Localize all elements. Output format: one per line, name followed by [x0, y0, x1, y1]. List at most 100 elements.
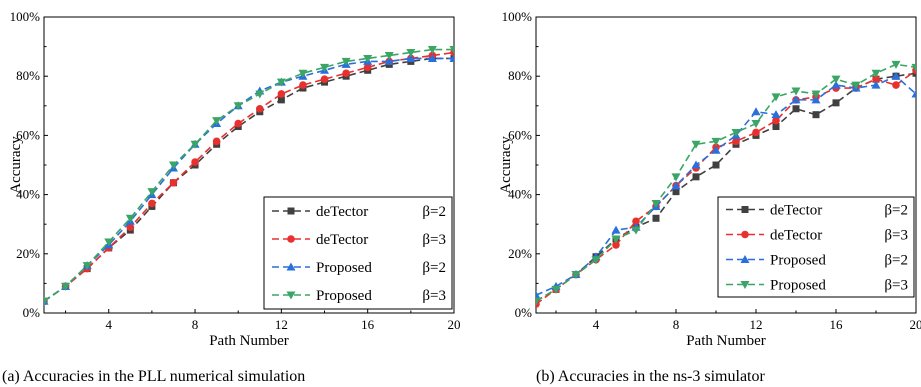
x-axis-title: Path Number	[686, 333, 766, 349]
data-point	[82, 262, 92, 271]
x-tick-label: 20	[448, 317, 461, 332]
legend-label: deTector	[316, 204, 368, 220]
legend-entry: deTector β=2	[272, 204, 446, 220]
data-point	[406, 53, 416, 62]
data-point	[811, 90, 821, 99]
data-point	[891, 60, 901, 69]
data-point	[672, 188, 680, 196]
data-point	[191, 158, 199, 166]
y-tick-label: 40%	[508, 187, 532, 202]
y-tick-label: 0%	[23, 305, 41, 320]
data-point	[792, 105, 800, 113]
data-point	[892, 81, 900, 89]
legend-beta: β=3	[884, 228, 908, 244]
data-point	[631, 226, 641, 235]
data-point	[536, 297, 541, 306]
data-point	[751, 120, 761, 129]
data-point	[872, 75, 880, 83]
y-tick-label: 40%	[16, 187, 40, 202]
x-tick-label: 20	[910, 317, 921, 332]
legend-label: Proposed	[770, 253, 826, 269]
data-point	[691, 160, 701, 169]
data-point	[711, 145, 721, 154]
legend-label: Proposed	[770, 278, 826, 294]
data-point	[363, 63, 372, 72]
data-point	[551, 285, 561, 294]
legend-beta: β=3	[884, 278, 908, 294]
data-point	[771, 93, 781, 102]
data-point	[342, 69, 350, 78]
series-group	[44, 46, 454, 306]
data-point	[363, 54, 373, 63]
data-point	[406, 49, 416, 58]
data-point	[591, 256, 601, 265]
data-point	[148, 199, 156, 208]
data-point	[791, 87, 801, 96]
legend-entry: Proposed β=2	[272, 260, 446, 276]
y-tick-label: 100%	[502, 9, 533, 24]
data-point	[911, 89, 916, 98]
legend-label: Proposed	[316, 260, 372, 276]
data-point	[812, 111, 820, 119]
y-tick-label: 20%	[16, 246, 40, 261]
legend-marker	[741, 206, 749, 213]
legend-label: deTector	[316, 232, 368, 248]
legend-label: deTector	[770, 228, 822, 244]
data-point	[832, 99, 840, 107]
data-point	[277, 96, 285, 104]
data-point	[671, 181, 681, 190]
data-point	[126, 223, 135, 231]
data-point	[168, 161, 178, 170]
x-tick-label: 4	[593, 317, 600, 332]
legend-label: deTector	[770, 203, 822, 219]
data-point	[277, 90, 286, 98]
legend-marker	[287, 207, 295, 215]
data-point	[732, 137, 740, 146]
data-point	[771, 110, 781, 119]
legend-marker	[740, 281, 750, 289]
data-point	[104, 238, 114, 247]
legend-marker	[741, 230, 749, 239]
x-tick-label: 8	[673, 317, 680, 332]
data-point	[611, 225, 621, 234]
data-point	[712, 161, 720, 169]
data-point	[536, 290, 541, 299]
data-point	[147, 188, 157, 197]
legend-entry: deTector β=3	[272, 232, 446, 248]
data-point	[449, 46, 454, 55]
data-point	[234, 119, 243, 128]
data-point	[571, 271, 581, 280]
data-point	[851, 81, 861, 90]
legend-box	[717, 196, 915, 298]
x-tick-label: 16	[361, 317, 375, 332]
chart-panel-b: 0% 20% 40% 60% 80% 100% 4 8 12 16 20 Path Number Acc…	[498, 9, 921, 385]
series-line	[44, 48, 454, 302]
figure-caption: (a) Accuracies in the PLL numerical simu…	[2, 368, 305, 385]
y-tick-label: 60%	[508, 127, 532, 142]
legend-entry: Proposed β=3	[726, 278, 908, 294]
legend-entry: Proposed β=2	[726, 253, 908, 269]
x-tick-label: 16	[830, 317, 844, 332]
data-point	[384, 51, 394, 60]
data-point	[831, 75, 841, 84]
chart-panel-a: 0% 20% 40% 60% 80% 100% 4 8 12 16 20 Path Number Acc…	[2, 9, 461, 385]
figure-caption: (b) Accuracies in the ns-3 simulator	[536, 368, 765, 385]
data-point	[44, 297, 49, 306]
data-point	[320, 63, 330, 72]
data-point	[731, 128, 741, 137]
y-tick-label: 80%	[16, 68, 40, 83]
legend-marker	[286, 262, 296, 271]
y-axis-title: Accuracy	[8, 136, 24, 194]
data-point	[212, 137, 221, 146]
data-point	[612, 241, 620, 249]
x-tick-label: 12	[275, 317, 288, 332]
data-point	[811, 95, 821, 104]
legend-box	[263, 196, 453, 310]
data-point	[871, 80, 881, 89]
y-tick-label: 60%	[16, 127, 40, 142]
data-point	[751, 107, 761, 116]
data-point	[449, 53, 454, 62]
legend-beta: β=3	[422, 288, 446, 304]
